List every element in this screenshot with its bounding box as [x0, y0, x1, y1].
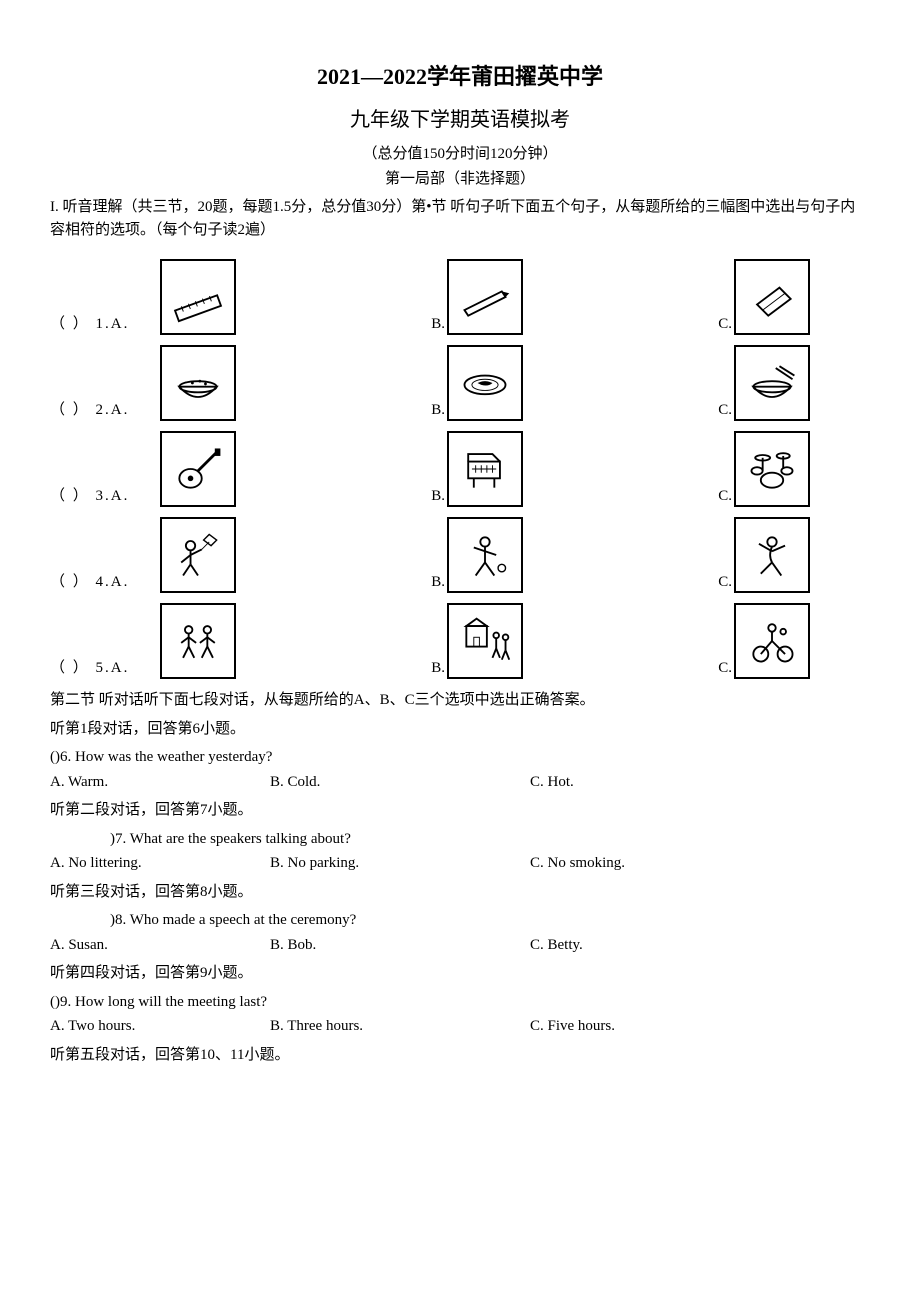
- option-text[interactable]: A. Susan.: [50, 934, 270, 957]
- option[interactable]: [160, 345, 236, 421]
- option-text[interactable]: A. Two hours.: [50, 1015, 270, 1038]
- noodle-bowl-icon: [734, 345, 810, 421]
- question-options: A. No littering.B. No parking.C. No smok…: [50, 852, 870, 875]
- option-text[interactable]: B. Bob.: [270, 934, 530, 957]
- option[interactable]: [160, 603, 236, 679]
- question-options: A. Warm.B. Cold.C. Hot.: [50, 771, 870, 794]
- option-text[interactable]: C. Five hours.: [530, 1015, 730, 1038]
- ruler-icon: [160, 259, 236, 335]
- option-text[interactable]: C. Hot.: [530, 771, 730, 794]
- piano-icon: [447, 431, 523, 507]
- option-label: B.: [431, 657, 445, 680]
- option-label: C.: [718, 313, 732, 336]
- option-label: B.: [431, 399, 445, 422]
- play-kid-icon: [447, 517, 523, 593]
- answer-paren[interactable]: （ ） 2.A.: [50, 399, 160, 422]
- drums-icon: [734, 431, 810, 507]
- option[interactable]: C.: [718, 259, 810, 335]
- section-title: 第一局部（非选择题）: [50, 168, 870, 191]
- option[interactable]: B.: [431, 517, 523, 593]
- picture-question-row: （ ） 3.A. B. C.: [50, 431, 870, 507]
- option-label: C.: [718, 485, 732, 508]
- pencil-icon: [447, 259, 523, 335]
- picture-question-row: （ ） 2.A. B. C.: [50, 345, 870, 421]
- instructions: I. 听音理解（共三节，20题，每题1.5分，总分值30分）第•节 听句子听下面…: [50, 196, 870, 241]
- two-kids-icon: [160, 603, 236, 679]
- answer-paren[interactable]: （ ） 4.A.: [50, 571, 160, 594]
- question-line: ()6. How was the weather yesterday?: [50, 746, 870, 769]
- dialog-post: 听第四段对话，回答第9小题。: [50, 962, 870, 985]
- eraser-icon: [734, 259, 810, 335]
- option[interactable]: B.: [431, 345, 523, 421]
- guitar-icon: [160, 431, 236, 507]
- option-text[interactable]: A. No littering.: [50, 852, 270, 875]
- dialog-questions-block: 听第1段对话，回答第6小题。 ()6. How was the weather y…: [50, 718, 870, 1067]
- option-label: C.: [718, 657, 732, 680]
- question-options: A. Susan.B. Bob.C. Betty.: [50, 934, 870, 957]
- option[interactable]: B.: [431, 259, 523, 335]
- option[interactable]: [160, 259, 236, 335]
- picture-question-row: （ ） 1.A. B. C.: [50, 259, 870, 335]
- option-text[interactable]: B. Cold.: [270, 771, 530, 794]
- answer-paren[interactable]: （ ） 1.A.: [50, 313, 160, 336]
- dialog-post: 听第五段对话，回答第10、11小题。: [50, 1044, 870, 1067]
- option-label: B.: [431, 485, 445, 508]
- question-line: ()9. How long will the meeting last?: [50, 991, 870, 1014]
- option[interactable]: C.: [718, 345, 810, 421]
- option-text[interactable]: B. Three hours.: [270, 1015, 530, 1038]
- picture-question-row: （ ） 5.A. B. C.: [50, 603, 870, 679]
- option[interactable]: C.: [718, 603, 810, 679]
- option[interactable]: [160, 431, 236, 507]
- dialog-post: 听第三段对话，回答第8小题。: [50, 881, 870, 904]
- picture-question-row: （ ） 4.A. B. C.: [50, 517, 870, 593]
- option[interactable]: B.: [431, 603, 523, 679]
- dialog-post: 听第二段对话，回答第7小题。: [50, 799, 870, 822]
- option[interactable]: C.: [718, 517, 810, 593]
- ride-kids-icon: [734, 603, 810, 679]
- picture-questions-block: （ ） 1.A.B.C.（ ） 2.A.B.C.（ ） 3.A.B.C.（ ） …: [50, 259, 870, 679]
- option-label: C.: [718, 399, 732, 422]
- option-text[interactable]: A. Warm.: [50, 771, 270, 794]
- title-sub: 九年级下学期英语模拟考: [50, 105, 870, 135]
- dialog-pre: 听第1段对话，回答第6小题。: [50, 718, 870, 741]
- option-text[interactable]: B. No parking.: [270, 852, 530, 875]
- question-line: )7. What are the speakers talking about?: [110, 828, 870, 851]
- question-options: A. Two hours.B. Three hours.C. Five hour…: [50, 1015, 870, 1038]
- plate-icon: [447, 345, 523, 421]
- option-label: C.: [718, 571, 732, 594]
- option[interactable]: C.: [718, 431, 810, 507]
- option[interactable]: B.: [431, 431, 523, 507]
- option-label: B.: [431, 313, 445, 336]
- rice-bowl-icon: [160, 345, 236, 421]
- section2-intro: 第二节 听对话听下面七段对话，从每题所给的A、B、C三个选项中选出正确答案。: [50, 689, 870, 712]
- option-text[interactable]: C. Betty.: [530, 934, 730, 957]
- answer-paren[interactable]: （ ） 5.A.: [50, 657, 160, 680]
- answer-paren[interactable]: （ ） 3.A.: [50, 485, 160, 508]
- question-line: )8. Who made a speech at the ceremony?: [110, 909, 870, 932]
- school-kids-icon: [447, 603, 523, 679]
- title-main: 2021—2022学年莆田擢英中学: [50, 60, 870, 93]
- kite-kid-icon: [160, 517, 236, 593]
- option[interactable]: [160, 517, 236, 593]
- option-text[interactable]: C. No smoking.: [530, 852, 730, 875]
- option-label: B.: [431, 571, 445, 594]
- meta-line: （总分值150分时间120分钟）: [50, 143, 870, 166]
- dance-kid-icon: [734, 517, 810, 593]
